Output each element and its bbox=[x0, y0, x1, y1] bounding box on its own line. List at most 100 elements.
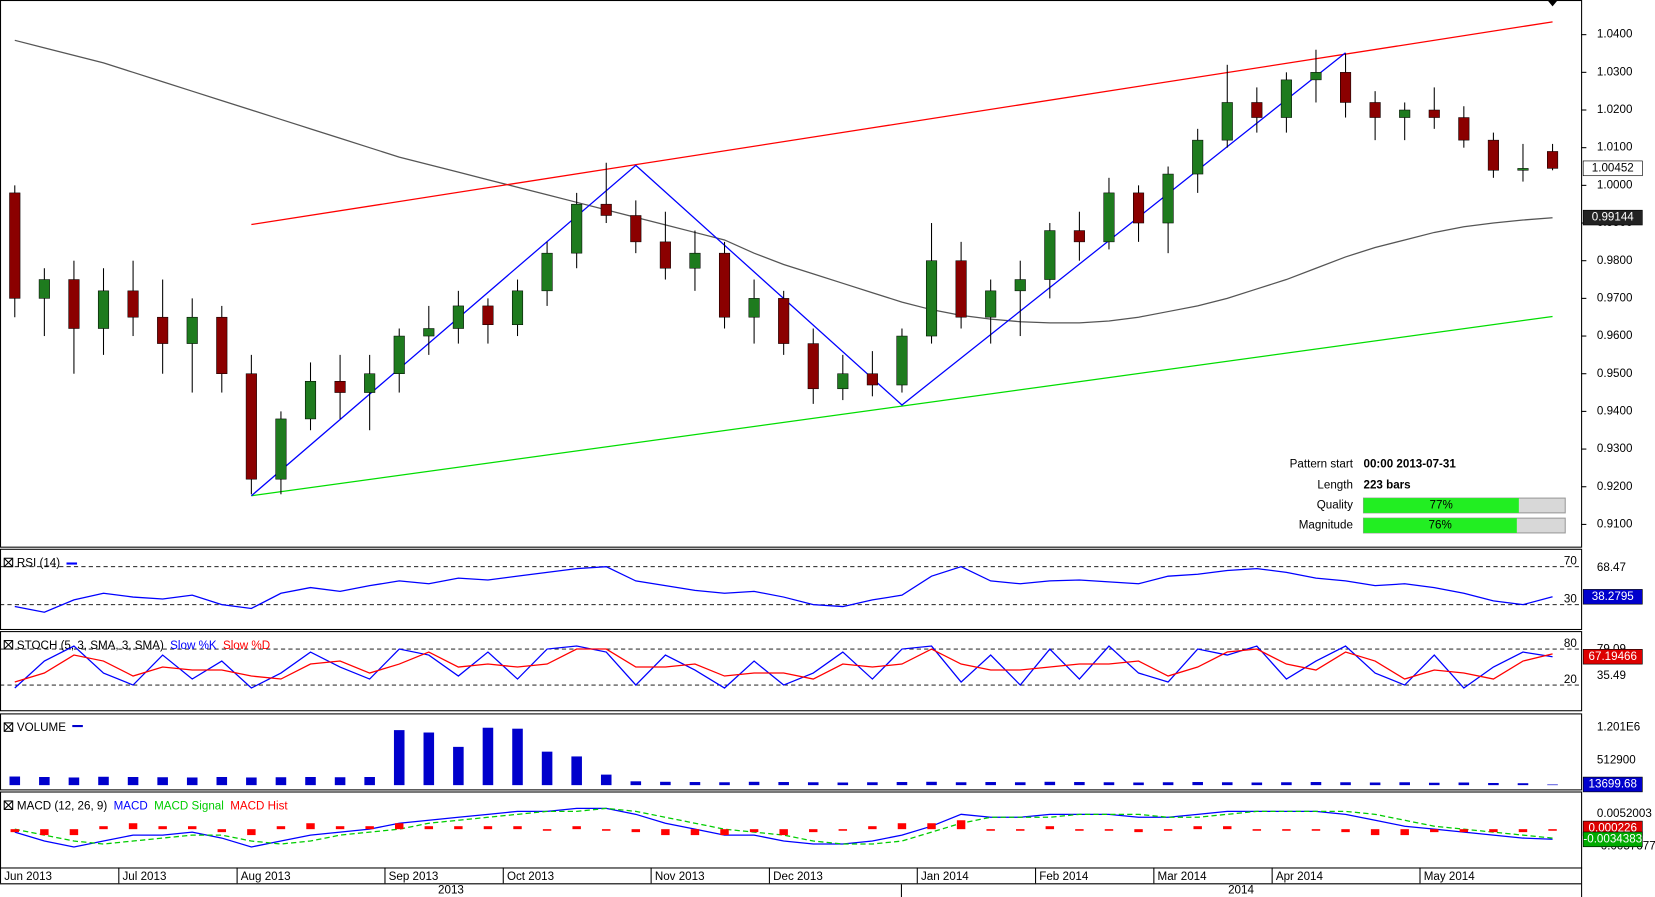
macd-hist-bar bbox=[69, 829, 79, 836]
value-box bbox=[1582, 589, 1643, 605]
macd-hist-bar bbox=[897, 823, 907, 830]
moving-average bbox=[14, 39, 1553, 324]
scroll-marker bbox=[1547, 0, 1558, 7]
candle-body bbox=[1221, 102, 1233, 141]
macd-hist-bar bbox=[217, 829, 227, 833]
x-tick-label: Aug 2013 bbox=[241, 870, 291, 883]
candle-body bbox=[186, 316, 198, 344]
legend-entry: MACD bbox=[114, 799, 148, 812]
value-box-label: 1.00452 bbox=[1592, 161, 1634, 174]
volume-bar bbox=[39, 777, 50, 786]
panel-checkbox-cross bbox=[3, 722, 14, 732]
macd-hist-bar bbox=[276, 826, 286, 830]
candle-body bbox=[216, 316, 228, 374]
gauge-fill bbox=[1363, 498, 1519, 513]
candle-body bbox=[157, 316, 169, 344]
value-box bbox=[1582, 209, 1643, 226]
pattern-line bbox=[251, 315, 1553, 497]
volume-bar bbox=[1133, 782, 1144, 786]
candle-body bbox=[423, 328, 435, 337]
indicator-line bbox=[14, 566, 1553, 613]
volume-bar bbox=[1221, 782, 1233, 786]
candle-body bbox=[1132, 192, 1145, 224]
macd-hist-bar bbox=[1489, 829, 1498, 833]
x-tick-label: Jan 2014 bbox=[921, 870, 969, 883]
candle-body bbox=[1547, 151, 1559, 169]
pattern-label: Length bbox=[1317, 479, 1353, 492]
candle-body bbox=[1073, 230, 1085, 243]
candle-body bbox=[718, 252, 731, 318]
volume-panel-frame bbox=[0, 713, 1583, 791]
candle-body bbox=[1103, 192, 1115, 243]
volume-bar bbox=[748, 781, 760, 786]
value-label: 0.0052003 bbox=[1597, 807, 1652, 820]
value-label: 35.49 bbox=[1597, 669, 1626, 682]
candle-body bbox=[1487, 139, 1499, 171]
x-tick-label: Mar 2014 bbox=[1158, 870, 1208, 883]
candle-body bbox=[482, 305, 494, 326]
candle-body bbox=[807, 343, 819, 390]
y-tick-label: 1.0400 bbox=[1597, 28, 1633, 41]
volume-bar bbox=[955, 782, 967, 786]
volume-bar bbox=[305, 777, 316, 786]
candle-body bbox=[689, 252, 701, 269]
y-tick-label: 1.0100 bbox=[1597, 141, 1633, 154]
level-label: 20 bbox=[1564, 673, 1577, 686]
macd-hist-bar bbox=[1400, 829, 1409, 836]
volume-bar bbox=[600, 774, 612, 786]
macd-hist-bar bbox=[542, 829, 552, 831]
candle-body bbox=[38, 279, 50, 299]
candle-body bbox=[778, 298, 790, 344]
macd-hist-bar bbox=[1134, 829, 1143, 833]
candle-body bbox=[837, 373, 849, 390]
macd-hist-bar bbox=[927, 823, 936, 830]
macd-hist-bar bbox=[749, 829, 759, 833]
volume-bar bbox=[1428, 782, 1440, 786]
panel-title: RSI (14) bbox=[17, 557, 60, 570]
volume-bar bbox=[364, 777, 375, 786]
macd-hist-bar bbox=[602, 829, 611, 831]
macd-hist-bar bbox=[956, 820, 966, 830]
value-box-label: 13699.68 bbox=[1589, 778, 1637, 791]
y-tick-label: 0.9100 bbox=[1597, 517, 1633, 530]
macd-hist-bar bbox=[10, 829, 20, 833]
volume-bar bbox=[571, 756, 582, 786]
macd-hist-bar bbox=[779, 829, 788, 836]
candle-body bbox=[925, 260, 938, 337]
indicator-line bbox=[14, 648, 1553, 683]
macd-hist-bar bbox=[424, 826, 434, 830]
value-box-label: 0.000226 bbox=[1589, 822, 1637, 835]
y-tick-label: 0.9800 bbox=[1597, 254, 1633, 267]
candle-body bbox=[1192, 139, 1204, 175]
candle-body bbox=[304, 380, 317, 420]
x-group-label: 2013 bbox=[438, 884, 464, 897]
macd-hist-bar bbox=[1341, 829, 1350, 833]
y-tick-label: 1.0000 bbox=[1597, 178, 1633, 191]
value-box bbox=[1582, 160, 1643, 177]
volume-bar bbox=[246, 777, 257, 786]
main-panel-frame bbox=[0, 0, 1583, 548]
panel-title: STOCH (5, 3, SMA, 3, SMA) bbox=[17, 639, 164, 652]
x-tick-label: Sep 2013 bbox=[389, 870, 439, 883]
macd-hist-bar bbox=[1282, 829, 1291, 831]
candle-body bbox=[393, 335, 405, 374]
pattern-value: 00:00 2013-07-31 bbox=[1364, 457, 1457, 470]
volume-bar bbox=[1369, 782, 1381, 786]
volume-bar bbox=[985, 782, 996, 786]
macd-hist-bar bbox=[365, 826, 374, 830]
y-tick-label: 0.9700 bbox=[1597, 291, 1633, 304]
x-group-label: 2014 bbox=[1228, 884, 1254, 897]
candle-body bbox=[1517, 168, 1529, 171]
macd-hist-bar bbox=[838, 829, 848, 831]
candle-body bbox=[541, 252, 553, 292]
volume-bar bbox=[837, 782, 849, 786]
value-box bbox=[1582, 776, 1643, 793]
macd-hist-bar bbox=[661, 829, 670, 836]
volume-bar bbox=[1103, 782, 1115, 786]
candle-body bbox=[245, 373, 257, 480]
candle-body bbox=[1044, 230, 1056, 280]
candle-body bbox=[334, 380, 346, 393]
candle-body bbox=[1340, 72, 1352, 103]
x-tick-label: Jul 2013 bbox=[123, 870, 167, 883]
